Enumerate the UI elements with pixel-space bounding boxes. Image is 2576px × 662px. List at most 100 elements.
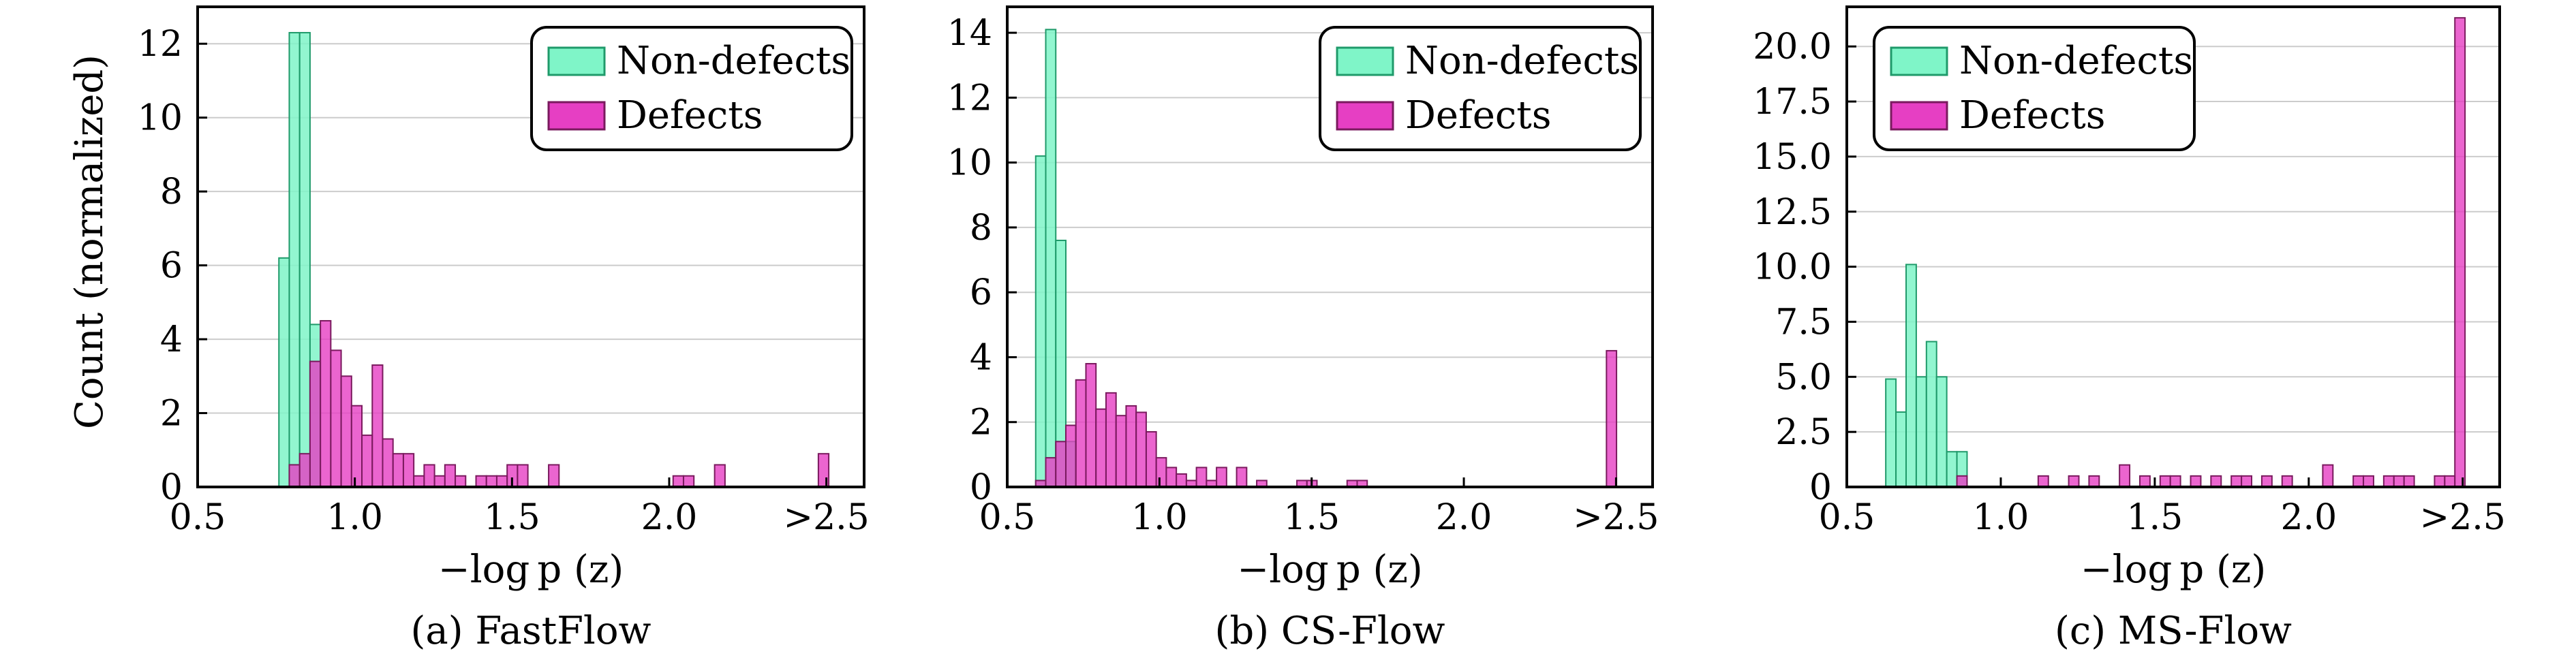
bar-defects	[361, 435, 373, 488]
x-tick-label: 1.5	[1283, 497, 1340, 538]
plot-frame	[1006, 5, 1654, 488]
x-tick-label: 1.0	[1973, 497, 2029, 538]
bar-defects	[2393, 475, 2405, 488]
x-tick-label: 1.0	[1131, 497, 1188, 538]
bar-defects	[2037, 475, 2049, 488]
x-tick-label: >2.5	[2420, 497, 2506, 538]
bar-defects	[402, 453, 415, 488]
y-tick-label: 14	[947, 13, 992, 54]
bar-non-defects	[288, 31, 301, 488]
legend: Non-defects Defects	[530, 26, 853, 151]
y-tick-label: 12	[138, 24, 183, 65]
bar-defects	[2260, 475, 2273, 488]
bar-defects	[1115, 415, 1127, 488]
bar-defects	[1155, 457, 1167, 488]
bar-defects	[475, 475, 487, 488]
legend-label: Non-defects	[1959, 39, 2193, 83]
bar-defects	[2434, 475, 2446, 488]
legend-label: Defects	[1959, 93, 2106, 138]
legend: Non-defects Defects	[1319, 26, 1642, 151]
bar-defects	[330, 349, 342, 488]
bar-defects	[2363, 475, 2374, 488]
bar-defects	[371, 364, 384, 488]
legend-label: Defects	[617, 93, 763, 138]
bar-non-defects	[1045, 29, 1057, 488]
bar-defects	[2169, 475, 2181, 488]
y-tick-label: 6	[160, 246, 183, 287]
x-tick-label: >2.5	[784, 497, 870, 538]
bar-defects	[2444, 475, 2456, 488]
bar-defects	[485, 475, 497, 488]
bar-non-defects	[1946, 451, 1958, 488]
chart-panel-1: 0 2 4 6 8 10 12 14 0.5 1.0 1.5 2.0 >2.5 −log p (z) (b)…	[947, 5, 1659, 653]
bar-defects	[2454, 17, 2466, 488]
plot-frame	[196, 5, 865, 488]
y-tick-label: 0	[160, 467, 183, 508]
bar-defects	[413, 475, 425, 488]
x-tick-label: 2.0	[1436, 497, 1492, 538]
bar-non-defects	[1915, 376, 1927, 488]
y-tick-label: 15.0	[1753, 137, 1832, 178]
bar-defects	[2190, 475, 2202, 488]
bar-defects	[2210, 475, 2222, 488]
x-axis-label: −log p (z)	[2081, 548, 2266, 592]
bar-defects	[433, 475, 446, 488]
bar-defects	[320, 319, 332, 488]
y-tick-label: 10	[138, 98, 183, 139]
bar-defects	[340, 375, 352, 488]
bar-defects	[672, 475, 684, 488]
bar-defects	[2230, 475, 2243, 488]
bar-defects	[2088, 475, 2100, 488]
y-tick-label: 20.0	[1753, 27, 1832, 67]
bar-non-defects	[278, 257, 290, 488]
bar-defects	[2281, 475, 2293, 488]
bar-defects	[309, 360, 322, 488]
y-tick-label: 2	[160, 394, 183, 435]
legend-swatch	[1890, 46, 1948, 76]
legend-swatch	[1336, 46, 1394, 76]
bar-defects	[1135, 411, 1147, 488]
legend-label: Non-defects	[617, 39, 850, 83]
bar-defects	[2119, 464, 2131, 488]
legend-box	[1319, 26, 1642, 151]
bar-defects	[288, 464, 301, 488]
bar-defects	[1064, 424, 1077, 488]
x-tick-label: >2.5	[1573, 497, 1659, 538]
bar-defects	[1095, 408, 1107, 488]
bar-defects	[2382, 475, 2395, 488]
y-tick-label: 8	[970, 208, 992, 249]
y-tick-label: 10.0	[1753, 247, 1832, 288]
x-tick-label: 1.5	[484, 497, 540, 538]
bar-non-defects	[1905, 264, 1917, 488]
y-tick-label: 2.5	[1775, 412, 1832, 453]
bar-defects	[382, 438, 394, 488]
y-tick-label: 10	[947, 143, 992, 184]
y-tick-label: 12	[947, 78, 992, 119]
bar-defects	[1045, 457, 1057, 488]
bar-defects	[1075, 379, 1087, 488]
bar-defects	[1236, 467, 1248, 488]
bar-defects	[1055, 441, 1067, 488]
y-tick-label: 0	[970, 467, 992, 508]
plot-frame	[1845, 5, 2501, 488]
shared-y-axis-label: Count (normalized)	[67, 54, 112, 429]
bar-defects	[1105, 392, 1117, 488]
bar-defects	[2322, 464, 2334, 488]
bar-defects	[350, 405, 363, 488]
bar-defects	[1606, 349, 1618, 488]
legend-swatch	[547, 101, 606, 131]
bar-defects	[2352, 475, 2365, 488]
bar-defects	[1956, 475, 1968, 488]
bar-defects	[2159, 475, 2171, 488]
x-tick-label: 0.5	[979, 497, 1036, 538]
bar-defects	[1195, 467, 1208, 488]
bar-non-defects	[1935, 376, 1948, 488]
bar-defects	[1165, 467, 1178, 488]
y-tick-label: 7.5	[1775, 302, 1832, 343]
bar-defects	[2068, 475, 2080, 488]
y-tick-label: 8	[160, 172, 183, 212]
bar-defects	[517, 464, 529, 488]
bar-defects	[2403, 475, 2415, 488]
bar-defects	[548, 464, 560, 488]
